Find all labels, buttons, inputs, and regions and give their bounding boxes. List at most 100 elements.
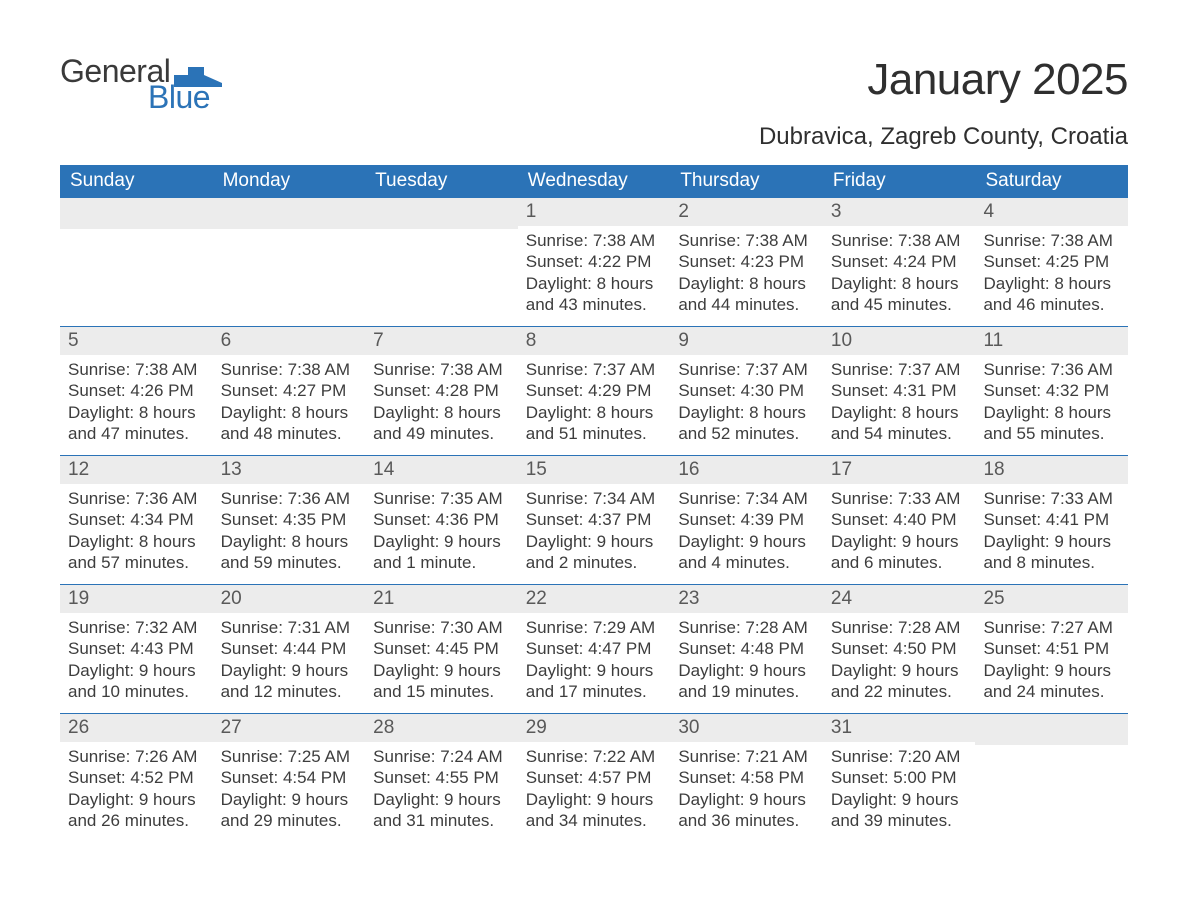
daylight-line: Daylight: 9 hours and 10 minutes. <box>68 660 207 703</box>
day-details: Sunrise: 7:38 AMSunset: 4:24 PMDaylight:… <box>823 226 976 315</box>
daylight-line: Daylight: 8 hours and 54 minutes. <box>831 402 970 445</box>
daylight-line: Daylight: 8 hours and 52 minutes. <box>678 402 817 445</box>
day-details: Sunrise: 7:33 AMSunset: 4:40 PMDaylight:… <box>823 484 976 573</box>
daylight-line: Daylight: 9 hours and 1 minute. <box>373 531 512 574</box>
day-details: Sunrise: 7:36 AMSunset: 4:35 PMDaylight:… <box>213 484 366 573</box>
calendar-day: 23Sunrise: 7:28 AMSunset: 4:48 PMDayligh… <box>670 585 823 713</box>
calendar-header-cell: Wednesday <box>518 165 671 198</box>
day-number: 18 <box>983 459 1004 480</box>
calendar-day: 1Sunrise: 7:38 AMSunset: 4:22 PMDaylight… <box>518 198 671 326</box>
sunrise-line: Sunrise: 7:27 AM <box>983 617 1122 638</box>
sunrise-line: Sunrise: 7:35 AM <box>373 488 512 509</box>
day-number: 2 <box>678 201 689 222</box>
sunset-line: Sunset: 4:47 PM <box>526 638 665 659</box>
sunset-line: Sunset: 4:23 PM <box>678 251 817 272</box>
sunrise-line: Sunrise: 7:21 AM <box>678 746 817 767</box>
daylight-line: Daylight: 8 hours and 43 minutes. <box>526 273 665 316</box>
day-number: 24 <box>831 588 852 609</box>
calendar-day-empty <box>365 198 518 326</box>
calendar-day: 28Sunrise: 7:24 AMSunset: 4:55 PMDayligh… <box>365 714 518 842</box>
sunset-line: Sunset: 4:29 PM <box>526 380 665 401</box>
daylight-line: Daylight: 9 hours and 34 minutes. <box>526 789 665 832</box>
calendar-day: 3Sunrise: 7:38 AMSunset: 4:24 PMDaylight… <box>823 198 976 326</box>
daylight-line: Daylight: 8 hours and 44 minutes. <box>678 273 817 316</box>
sunrise-line: Sunrise: 7:36 AM <box>221 488 360 509</box>
daylight-line: Daylight: 9 hours and 4 minutes. <box>678 531 817 574</box>
calendar-week: 5Sunrise: 7:38 AMSunset: 4:26 PMDaylight… <box>60 326 1128 455</box>
day-details: Sunrise: 7:25 AMSunset: 4:54 PMDaylight:… <box>213 742 366 831</box>
day-details: Sunrise: 7:31 AMSunset: 4:44 PMDaylight:… <box>213 613 366 702</box>
daylight-line: Daylight: 8 hours and 45 minutes. <box>831 273 970 316</box>
sunrise-line: Sunrise: 7:22 AM <box>526 746 665 767</box>
calendar-week: 19Sunrise: 7:32 AMSunset: 4:43 PMDayligh… <box>60 584 1128 713</box>
calendar-day-empty <box>60 198 213 326</box>
day-number: 26 <box>68 717 89 738</box>
sunrise-line: Sunrise: 7:34 AM <box>526 488 665 509</box>
daylight-line: Daylight: 8 hours and 55 minutes. <box>983 402 1122 445</box>
sunrise-line: Sunrise: 7:38 AM <box>678 230 817 251</box>
day-details: Sunrise: 7:36 AMSunset: 4:32 PMDaylight:… <box>975 355 1128 444</box>
calendar-day: 18Sunrise: 7:33 AMSunset: 4:41 PMDayligh… <box>975 456 1128 584</box>
sunset-line: Sunset: 4:54 PM <box>221 767 360 788</box>
day-number: 19 <box>68 588 89 609</box>
calendar-week: 1Sunrise: 7:38 AMSunset: 4:22 PMDaylight… <box>60 198 1128 326</box>
day-number: 6 <box>221 330 232 351</box>
sunrise-line: Sunrise: 7:28 AM <box>678 617 817 638</box>
day-details: Sunrise: 7:36 AMSunset: 4:34 PMDaylight:… <box>60 484 213 573</box>
sunset-line: Sunset: 4:36 PM <box>373 509 512 530</box>
daylight-line: Daylight: 9 hours and 24 minutes. <box>983 660 1122 703</box>
day-number: 31 <box>831 717 852 738</box>
day-details: Sunrise: 7:38 AMSunset: 4:25 PMDaylight:… <box>975 226 1128 315</box>
calendar-day: 25Sunrise: 7:27 AMSunset: 4:51 PMDayligh… <box>975 585 1128 713</box>
sunset-line: Sunset: 4:41 PM <box>983 509 1122 530</box>
sunset-line: Sunset: 4:58 PM <box>678 767 817 788</box>
sunrise-line: Sunrise: 7:30 AM <box>373 617 512 638</box>
calendar-day: 16Sunrise: 7:34 AMSunset: 4:39 PMDayligh… <box>670 456 823 584</box>
day-number: 25 <box>983 588 1004 609</box>
calendar-day: 27Sunrise: 7:25 AMSunset: 4:54 PMDayligh… <box>213 714 366 842</box>
day-details: Sunrise: 7:28 AMSunset: 4:48 PMDaylight:… <box>670 613 823 702</box>
daylight-line: Daylight: 9 hours and 6 minutes. <box>831 531 970 574</box>
day-number: 1 <box>526 201 537 222</box>
calendar-header-cell: Monday <box>213 165 366 198</box>
sunset-line: Sunset: 4:40 PM <box>831 509 970 530</box>
daylight-line: Daylight: 8 hours and 57 minutes. <box>68 531 207 574</box>
daylight-line: Daylight: 9 hours and 2 minutes. <box>526 531 665 574</box>
daylight-line: Daylight: 9 hours and 39 minutes. <box>831 789 970 832</box>
sunrise-line: Sunrise: 7:37 AM <box>526 359 665 380</box>
sunset-line: Sunset: 4:28 PM <box>373 380 512 401</box>
calendar-day: 20Sunrise: 7:31 AMSunset: 4:44 PMDayligh… <box>213 585 366 713</box>
day-details: Sunrise: 7:38 AMSunset: 4:23 PMDaylight:… <box>670 226 823 315</box>
calendar-day-empty <box>975 714 1128 842</box>
calendar-header-cell: Friday <box>823 165 976 198</box>
calendar-day: 17Sunrise: 7:33 AMSunset: 4:40 PMDayligh… <box>823 456 976 584</box>
day-number: 4 <box>983 201 994 222</box>
calendar-day: 15Sunrise: 7:34 AMSunset: 4:37 PMDayligh… <box>518 456 671 584</box>
daylight-line: Daylight: 9 hours and 12 minutes. <box>221 660 360 703</box>
day-number: 21 <box>373 588 394 609</box>
daylight-line: Daylight: 8 hours and 49 minutes. <box>373 402 512 445</box>
day-number: 8 <box>526 330 537 351</box>
day-details: Sunrise: 7:21 AMSunset: 4:58 PMDaylight:… <box>670 742 823 831</box>
daylight-line: Daylight: 9 hours and 31 minutes. <box>373 789 512 832</box>
day-number: 28 <box>373 717 394 738</box>
day-details: Sunrise: 7:38 AMSunset: 4:27 PMDaylight:… <box>213 355 366 444</box>
calendar-day: 11Sunrise: 7:36 AMSunset: 4:32 PMDayligh… <box>975 327 1128 455</box>
sunset-line: Sunset: 4:35 PM <box>221 509 360 530</box>
daylight-line: Daylight: 8 hours and 46 minutes. <box>983 273 1122 316</box>
sunset-line: Sunset: 4:45 PM <box>373 638 512 659</box>
calendar-day: 19Sunrise: 7:32 AMSunset: 4:43 PMDayligh… <box>60 585 213 713</box>
day-number: 5 <box>68 330 79 351</box>
calendar-day: 14Sunrise: 7:35 AMSunset: 4:36 PMDayligh… <box>365 456 518 584</box>
calendar-header-cell: Thursday <box>670 165 823 198</box>
sunset-line: Sunset: 4:25 PM <box>983 251 1122 272</box>
day-details: Sunrise: 7:34 AMSunset: 4:37 PMDaylight:… <box>518 484 671 573</box>
calendar-day: 9Sunrise: 7:37 AMSunset: 4:30 PMDaylight… <box>670 327 823 455</box>
calendar-day: 26 Sunrise: 7:26 AMSunset: 4:52 PMDayligh… <box>60 714 213 842</box>
day-details: Sunrise: 7:26 AMSunset: 4:52 PMDaylight:… <box>60 742 213 831</box>
sunrise-line: Sunrise: 7:34 AM <box>678 488 817 509</box>
sunrise-line: Sunrise: 7:38 AM <box>983 230 1122 251</box>
calendar-day: 6 Sunrise: 7:38 AMSunset: 4:27 PMDaylight… <box>213 327 366 455</box>
calendar-day: 4 Sunrise: 7:38 AMSunset: 4:25 PMDaylight… <box>975 198 1128 326</box>
calendar-header-row: SundayMondayTuesdayWednesdayThursdayFrid… <box>60 165 1128 198</box>
